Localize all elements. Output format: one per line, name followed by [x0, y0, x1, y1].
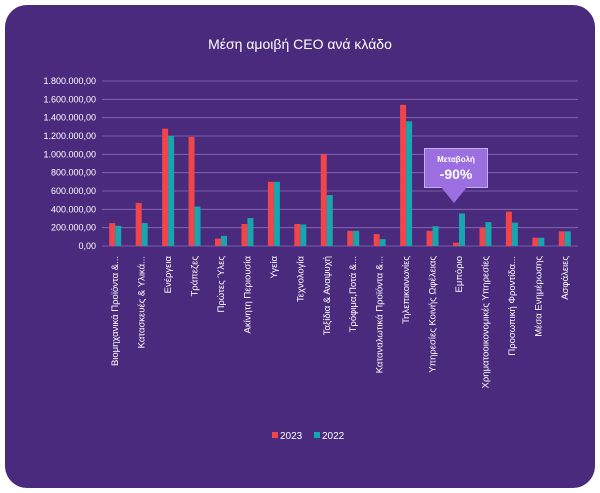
x-tick-label: Υγεία [269, 256, 280, 279]
bar-2023 [188, 136, 195, 246]
legend-swatch [272, 432, 278, 438]
y-tick-label: 400.000,00 [51, 204, 96, 214]
x-tick-label: Τρόφιμα,Ποτά &... [348, 256, 359, 332]
callout-value: -90% [439, 166, 473, 182]
bar-2022 [221, 235, 227, 246]
bar-2023 [400, 104, 407, 246]
callout-arrow-icon [441, 187, 467, 203]
bar-2023 [558, 231, 565, 246]
x-tick-label: Μέσα Ενημέρωσης [533, 256, 544, 337]
x-tick-label: Ενέργεια [163, 256, 174, 294]
x-tick-label: Καταναλωτικά Προϊόντα &... [375, 256, 386, 373]
bar-2023 [267, 181, 274, 246]
bar-2022 [564, 231, 571, 246]
bar-2022 [300, 224, 307, 246]
y-tick-label: 1.600.000,00 [43, 94, 96, 104]
x-tick-label: Ασφάλειες [560, 256, 571, 300]
bar-2022 [406, 121, 413, 246]
bar-2022 [168, 136, 175, 246]
y-tick-label: 200.000,00 [51, 223, 96, 233]
bar-2023 [215, 238, 221, 246]
bar-2022 [247, 218, 254, 246]
bar-2023 [162, 128, 169, 246]
bar-2022 [538, 237, 545, 246]
y-tick-label: 1.800.000,00 [43, 76, 96, 86]
bar-2023 [109, 223, 116, 246]
y-tick-label: 600.000,00 [51, 186, 96, 196]
bar-2023 [241, 224, 248, 246]
x-tick-label: Εμπόριο [454, 256, 465, 292]
bar-2023 [453, 242, 459, 246]
bar-2023 [373, 234, 380, 246]
x-tick-label: Τεχνολογία [295, 255, 306, 302]
chart-title: Μέση αμοιβή CEO ανά κλάδο [208, 36, 392, 52]
bar-2022 [353, 230, 360, 246]
y-tick-label: 0,00 [78, 241, 96, 251]
bar-2023 [505, 211, 512, 246]
x-tick-label: Υπηρεσίες Κοινής Ωφέλειας [428, 256, 439, 373]
bar-2022 [511, 222, 518, 246]
bar-2023 [479, 227, 486, 246]
y-tick-label: 1.400.000,00 [43, 113, 96, 123]
bar-2022 [326, 195, 333, 246]
legend-label: 2023 [280, 431, 303, 442]
bar-2023 [347, 230, 354, 246]
legend-label: 2022 [322, 431, 345, 442]
bar-2022 [115, 225, 122, 246]
x-tick-label: Βιομηχανικά Προϊόντα &... [110, 256, 121, 366]
x-tick-label: Τράπεζες [190, 256, 201, 297]
y-tick-label: 1.000.000,00 [43, 149, 96, 159]
chart-card [5, 5, 595, 488]
bar-2022 [432, 226, 439, 246]
legend-swatch [314, 432, 320, 438]
x-tick-label: Ταξίδια & Αναψυχή [322, 256, 333, 335]
bar-2023 [320, 154, 327, 246]
y-tick-label: 800.000,00 [51, 168, 96, 178]
change-callout: Μεταβολή -90% [424, 148, 488, 188]
x-tick-label: Τηλεπικοινωνίες [401, 256, 412, 324]
bar-2022 [273, 181, 280, 246]
bar-2023 [135, 202, 142, 246]
bar-2022 [194, 206, 201, 246]
x-tick-label: Πρώτες Ύλες [216, 256, 227, 313]
bar-2022 [485, 222, 492, 246]
bar-2022 [379, 239, 386, 246]
bar-2022 [459, 213, 465, 246]
x-tick-label: Κατασκευές & Υλικά... [137, 256, 148, 348]
bar-2023 [426, 230, 433, 246]
y-tick-label: 1.200.000,00 [43, 131, 96, 141]
bar-2023 [294, 224, 301, 246]
callout-label: Μεταβολή [437, 155, 475, 164]
x-tick-label: Ακίνητη Περιουσία [242, 255, 253, 333]
x-tick-label: Προσωπική Φροντίδα... [507, 256, 518, 356]
bar-2022 [141, 223, 148, 246]
bar-2023 [532, 237, 539, 246]
x-tick-label: Χρηματοοικονομικές Υπηρεσίες [480, 256, 491, 389]
